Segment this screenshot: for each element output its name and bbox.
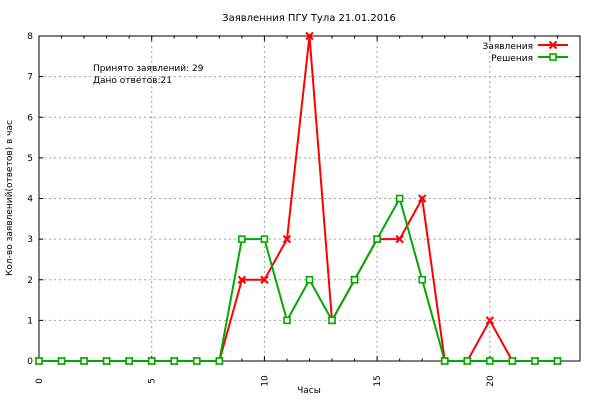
legend-marker-0 — [548, 40, 558, 50]
data-point-0 — [237, 275, 247, 284]
y-tick-label: 0 — [27, 357, 33, 367]
y-tick-label: 6 — [27, 113, 33, 123]
data-point-1 — [486, 357, 494, 365]
marker-stroke — [237, 275, 247, 284]
y-tick-label: 5 — [27, 154, 33, 164]
data-point-1 — [553, 357, 562, 365]
data-point-1 — [260, 235, 269, 243]
data-point-1 — [147, 357, 156, 365]
data-point-1 — [283, 316, 291, 325]
data-point-0 — [305, 31, 314, 41]
x-tick-label: 15 — [373, 375, 383, 386]
y-tick-label: 1 — [27, 316, 33, 326]
y-tick-label: 4 — [27, 195, 33, 205]
legend-label-decisions: Решения — [491, 54, 533, 64]
y-tick-label: 2 — [27, 276, 33, 286]
marker-stroke — [485, 316, 495, 325]
marker-stroke — [395, 234, 404, 244]
marker-stroke — [548, 40, 558, 50]
data-point-1 — [531, 357, 539, 365]
x-tick-label: 0 — [35, 378, 45, 384]
data-point-1 — [35, 357, 43, 365]
data-point-0 — [418, 194, 427, 203]
y-axis-label: Кол-во заявлений(ответов) в час — [5, 120, 15, 276]
x-tick-label: 5 — [148, 378, 158, 384]
data-point-0 — [485, 316, 495, 325]
data-point-1 — [395, 194, 404, 203]
data-point-1 — [80, 357, 88, 365]
data-point-1 — [170, 357, 179, 365]
x-tick-label: 10 — [260, 375, 270, 387]
x-axis-label: Часы — [297, 386, 321, 396]
x-tick-label: 20 — [486, 375, 496, 387]
y-tick-label: 3 — [27, 235, 33, 245]
grid — [39, 36, 580, 361]
marker-stroke — [260, 275, 269, 284]
series — [34, 31, 562, 366]
data-point-1 — [350, 275, 359, 284]
data-point-1 — [238, 235, 246, 243]
marker-stroke — [418, 194, 427, 203]
chart-title: Заявленния ПГУ Тула 21.01.2016 — [222, 13, 396, 24]
data-point-1 — [57, 357, 66, 365]
data-point-0 — [260, 275, 269, 284]
marker-stroke — [282, 234, 292, 244]
data-point-1 — [440, 357, 449, 365]
data-point-1 — [508, 357, 517, 365]
data-point-1 — [418, 275, 427, 284]
y-tick-label: 7 — [27, 73, 33, 83]
data-point-1 — [305, 275, 314, 284]
series-1 — [35, 194, 562, 365]
data-point-1 — [463, 357, 472, 365]
data-point-1 — [192, 357, 201, 365]
legend: Заявления Решения — [483, 40, 568, 64]
data-point-1 — [373, 235, 381, 243]
legend-marker-1 — [549, 53, 557, 61]
data-point-1 — [328, 316, 336, 325]
y-tick-label: 8 — [27, 32, 33, 42]
data-point-1 — [215, 357, 224, 365]
data-point-0 — [282, 234, 292, 244]
annotation-answered: Дано ответов:21 — [93, 76, 172, 86]
data-point-1 — [102, 357, 111, 365]
marker-stroke — [305, 31, 314, 41]
legend-label-applications: Заявления — [483, 42, 533, 52]
data-point-1 — [125, 357, 133, 365]
annotation-submitted: Принято заявлений: 29 — [93, 64, 204, 74]
data-point-0 — [395, 234, 404, 244]
